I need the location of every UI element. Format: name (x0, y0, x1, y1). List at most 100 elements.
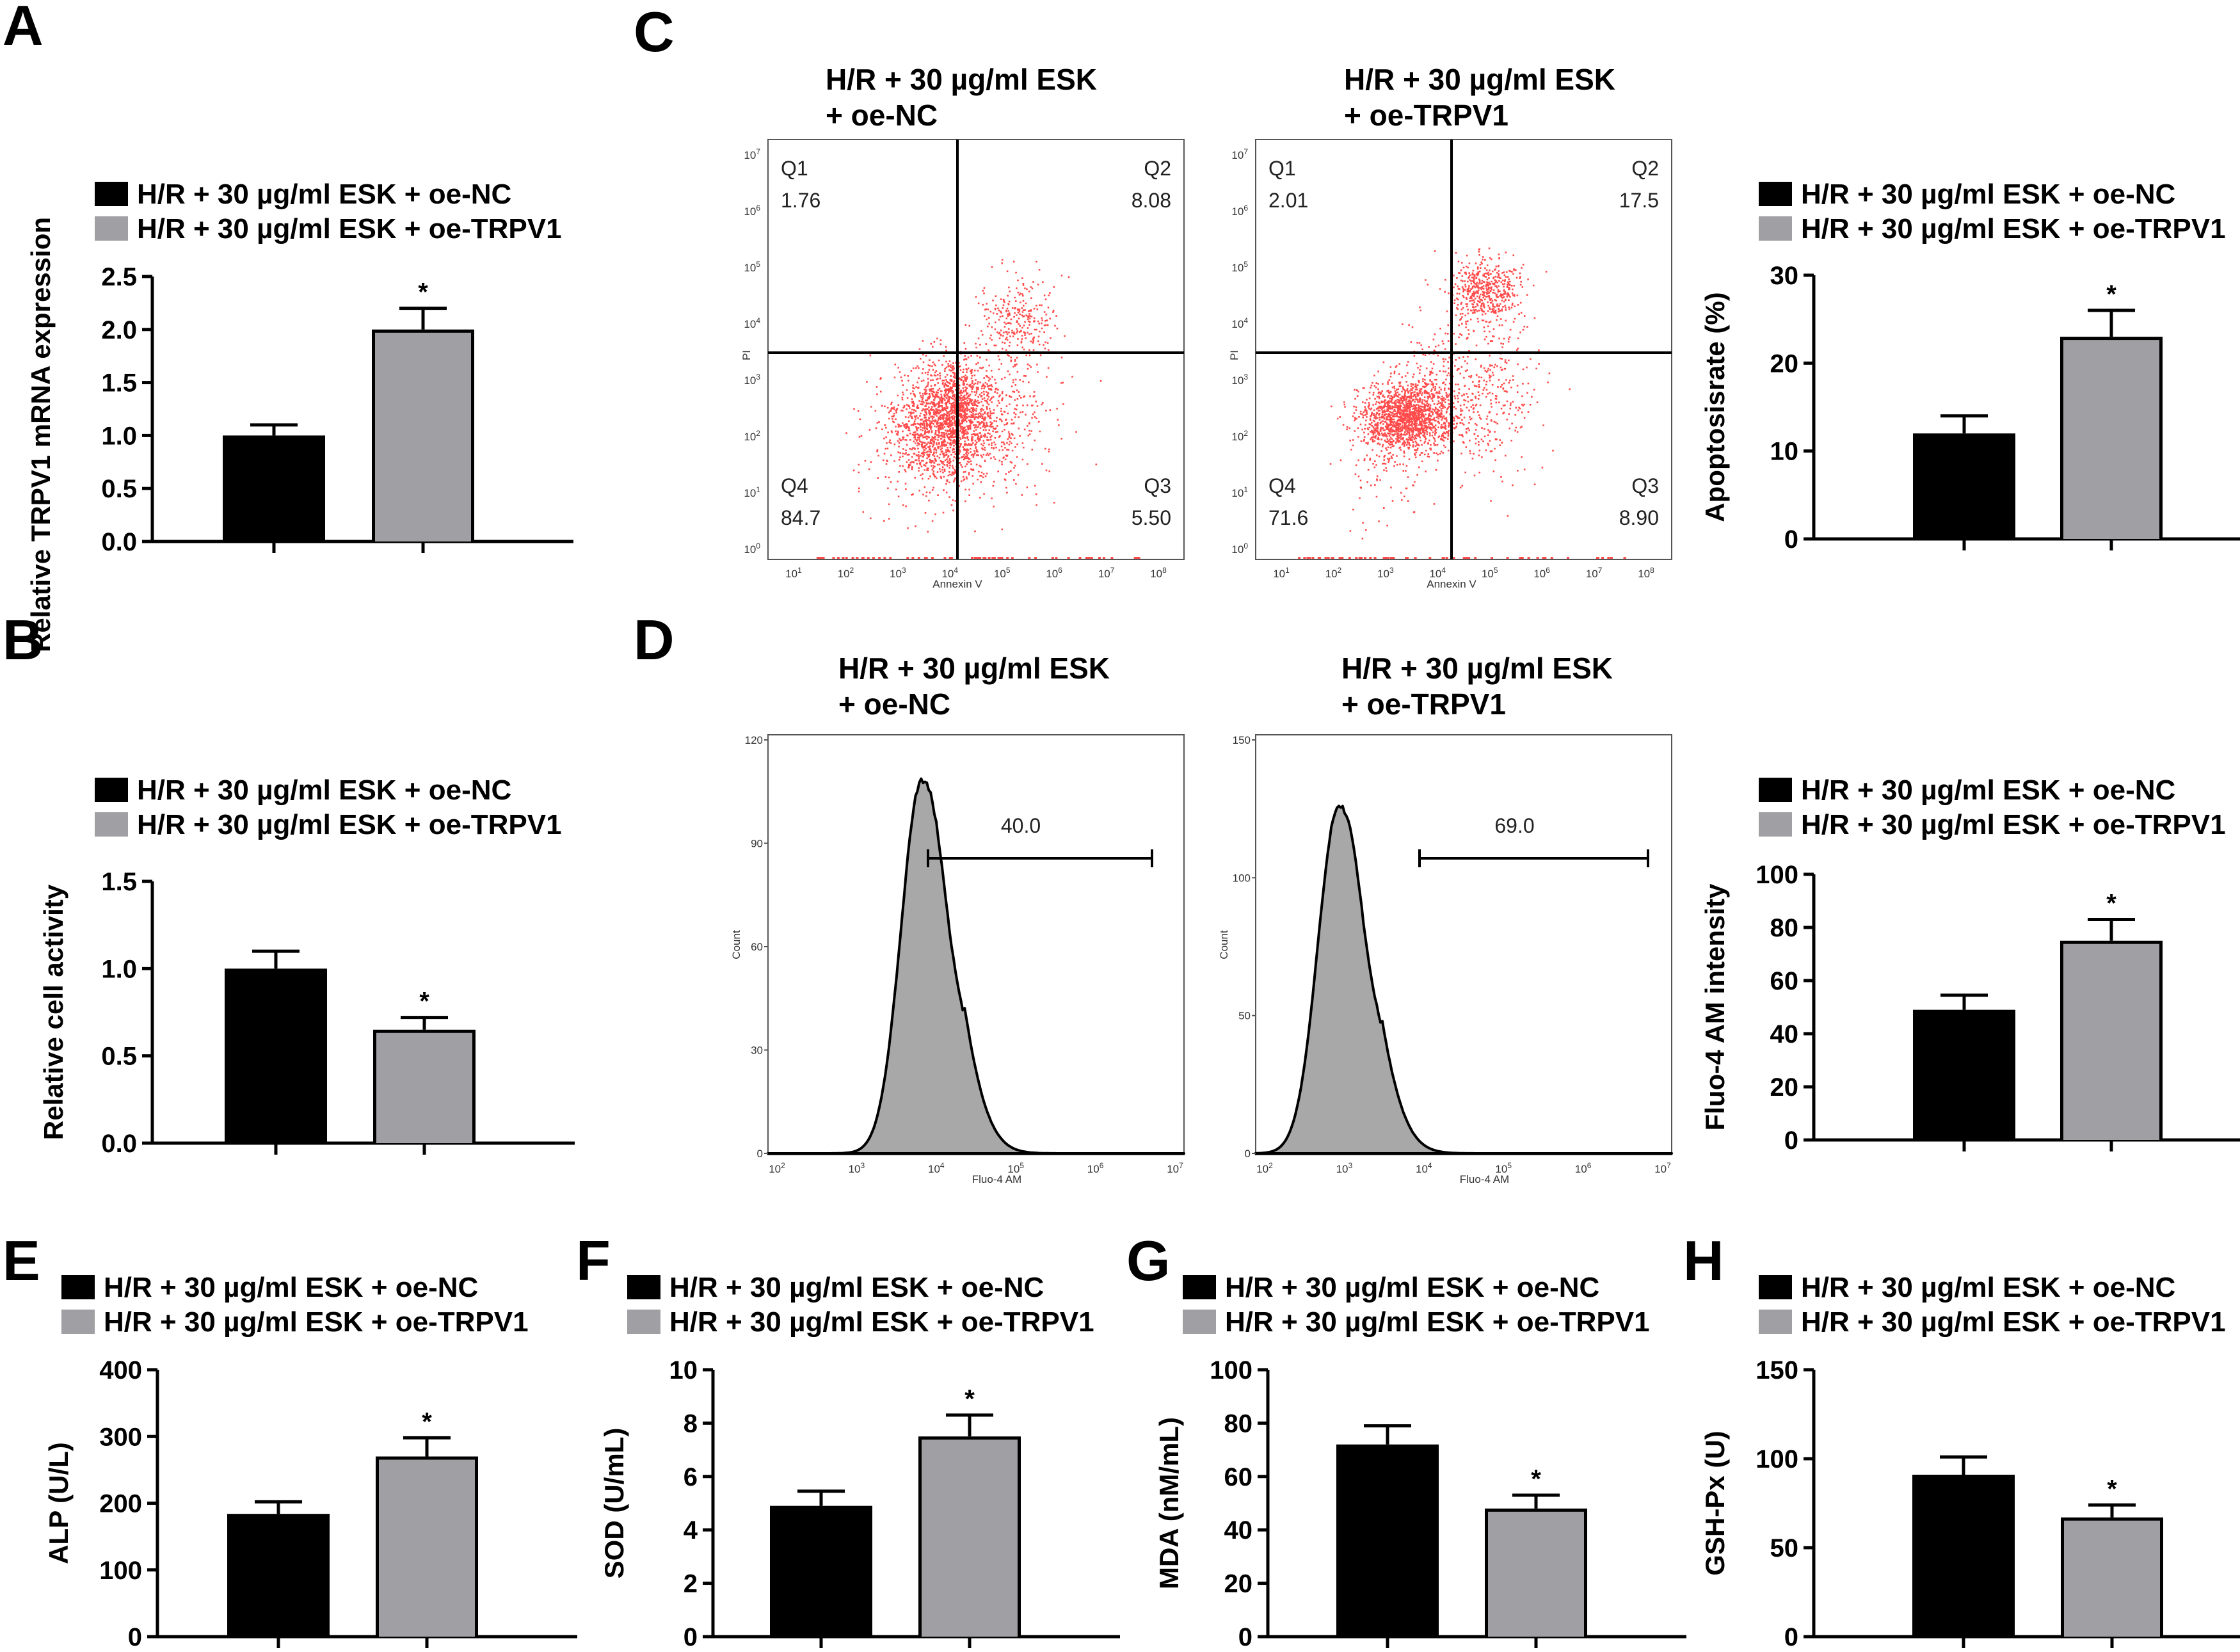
flow-scatter-oe-nc: H/R + 30 µg/ml ESK+ oe-NC Q1 1.76 Q2 8.08 Q4 8… (740, 63, 1185, 590)
x-tick-label: 101 (1273, 566, 1290, 580)
histogram-title-line1: H/R + 30 µg/ml ESK (1341, 652, 1613, 685)
y-tick-label: 100 (1233, 872, 1251, 884)
y-tick-label: 0.0 (101, 1130, 137, 1158)
gate-percentage: 40.0 (1001, 814, 1041, 837)
y-tick-label: 0 (1245, 1148, 1251, 1160)
legend-label-oe-trpv1: H/R + 30 µg/ml ESK + oe-TRPV1 (1801, 1306, 2226, 1338)
legend-label-oe-nc: H/R + 30 µg/ml ESK + oe-NC (137, 774, 511, 806)
y-axis-label: GSH-Px (U) (1700, 1431, 1730, 1575)
x-tick-label-exp: 2 (781, 1161, 785, 1170)
x-tick-label: 104 (1416, 1161, 1432, 1175)
legend-swatch-oe-trpv1 (61, 1310, 95, 1334)
flow-title-line1: H/R + 30 µg/ml ESK (826, 63, 1097, 96)
y-tick-label: 8 (684, 1409, 698, 1438)
y-tick-label-exp: 4 (1244, 316, 1248, 325)
quadrant-q4-label: Q4 (781, 474, 808, 497)
x-tick-label: 104 (928, 1161, 945, 1175)
panel-label-h: H (1683, 1229, 1724, 1292)
y-tick-label-exp: 5 (756, 260, 760, 269)
x-tick-label-exp: 5 (1020, 1161, 1024, 1170)
y-tick-label: 100 (1231, 541, 1248, 556)
bar-chart-gsh-px: H/R + 30 µg/ml ESK + oe-NCH/R + 30 µg/ml… (1700, 1272, 2240, 1651)
legend-label-oe-nc: H/R + 30 µg/ml ESK + oe-NC (104, 1272, 478, 1303)
x-tick-label-exp: 4 (940, 1161, 945, 1170)
quadrant-q4-label: Q4 (1268, 474, 1296, 497)
x-tick-label-exp: 5 (1006, 566, 1011, 575)
significance-star: * (422, 1407, 432, 1436)
quadrant-q3-label: Q3 (1631, 474, 1659, 497)
panel-label-g: G (1126, 1229, 1170, 1292)
significance-star: * (419, 988, 429, 1016)
y-tick-label-exp: 3 (1244, 373, 1248, 381)
y-tick-label: 120 (745, 734, 763, 746)
y-tick-label-exp: 6 (1244, 204, 1248, 213)
bar-oe-nc (228, 972, 324, 1143)
y-tick-label: 0.5 (101, 475, 137, 503)
y-tick-label-exp: 1 (1244, 485, 1248, 494)
y-tick-label: 105 (744, 260, 760, 274)
y-tick-label: 200 (99, 1490, 142, 1518)
bar-chart-fluo4-intensity: H/R + 30 µg/ml ESK + oe-NCH/R + 30 µg/ml… (1700, 774, 2240, 1155)
legend-swatch-oe-trpv1 (95, 216, 128, 241)
y-tick-label: 300 (99, 1423, 142, 1451)
y-axis-label: MDA (nM/mL) (1154, 1417, 1184, 1589)
histogram-curve (1254, 805, 1673, 1155)
y-tick-label: 104 (744, 316, 760, 330)
panel-label-a: A (3, 0, 44, 57)
x-tick-label: 101 (785, 566, 802, 580)
x-axis-label: Fluo-4 AM (1460, 1173, 1509, 1185)
y-tick-label: 30 (751, 1045, 763, 1057)
y-tick-label: 100 (1756, 1445, 1798, 1473)
x-tick-label-exp: 2 (1268, 1161, 1273, 1170)
y-tick-label: 0.0 (101, 528, 137, 556)
legend-swatch-oe-nc (1759, 182, 1792, 206)
y-tick-label: 0 (1238, 1623, 1252, 1651)
flow-title-line2: + oe-TRPV1 (1344, 99, 1508, 132)
y-tick-label: 50 (1770, 1534, 1799, 1562)
gate-percentage: 69.0 (1494, 814, 1534, 837)
y-tick-label: 60 (1770, 967, 1799, 995)
legend-swatch-oe-nc (95, 182, 128, 206)
legend-label-oe-trpv1: H/R + 30 µg/ml ESK + oe-TRPV1 (669, 1306, 1094, 1338)
bar-oe-trpv1 (1488, 1511, 1584, 1637)
y-tick-label: 100 (1756, 861, 1798, 889)
significance-star: * (2106, 280, 2116, 309)
legend-swatch-oe-trpv1 (95, 812, 128, 837)
y-tick-label: 20 (1770, 349, 1799, 378)
legend-label-oe-trpv1: H/R + 30 µg/ml ESK + oe-TRPV1 (1801, 213, 2226, 245)
x-tick-label-exp: 1 (1285, 566, 1290, 575)
x-tick-label-exp: 7 (1667, 1161, 1671, 1170)
x-tick-label-exp: 6 (1546, 566, 1550, 575)
y-tick-label: 40 (1224, 1516, 1253, 1544)
x-tick-label-exp: 4 (1428, 1161, 1432, 1170)
y-axis-label: PI (740, 350, 753, 360)
legend-label-oe-nc: H/R + 30 µg/ml ESK + oe-NC (1801, 179, 2175, 210)
x-tick-label: 107 (1586, 566, 1603, 580)
quadrant-q1-value: 1.76 (781, 189, 820, 212)
y-tick-label: 2 (684, 1570, 698, 1598)
y-tick-label: 0.5 (101, 1043, 137, 1071)
legend-swatch-oe-nc (627, 1275, 660, 1299)
x-tick-label: 106 (1575, 1161, 1592, 1175)
x-tick-label: 107 (1654, 1161, 1671, 1175)
legend-swatch-oe-nc (1759, 778, 1792, 802)
significance-star: * (418, 278, 428, 307)
legend-swatch-oe-trpv1 (1759, 216, 1792, 241)
legend-label-oe-trpv1: H/R + 30 µg/ml ESK + oe-TRPV1 (137, 809, 562, 840)
x-tick-label-exp: 6 (1100, 1161, 1104, 1170)
x-tick-label-exp: 8 (1162, 566, 1167, 575)
x-tick-label-exp: 8 (1650, 566, 1654, 575)
y-tick-label-exp: 0 (756, 541, 760, 550)
y-tick-label: 102 (744, 429, 760, 443)
legend-swatch-oe-nc (95, 778, 128, 802)
bar-oe-trpv1 (375, 332, 471, 541)
y-tick-label: 100 (1210, 1356, 1252, 1384)
y-tick-label-exp: 2 (1244, 429, 1248, 438)
y-axis-label: Relative TRPV1 mRNA expression (26, 217, 56, 652)
significance-star: * (964, 1385, 975, 1413)
y-tick-label: 105 (1231, 260, 1248, 274)
y-tick-label: 150 (1756, 1356, 1798, 1384)
y-tick-label: 50 (1238, 1010, 1251, 1022)
panel-label-f: F (576, 1229, 611, 1292)
